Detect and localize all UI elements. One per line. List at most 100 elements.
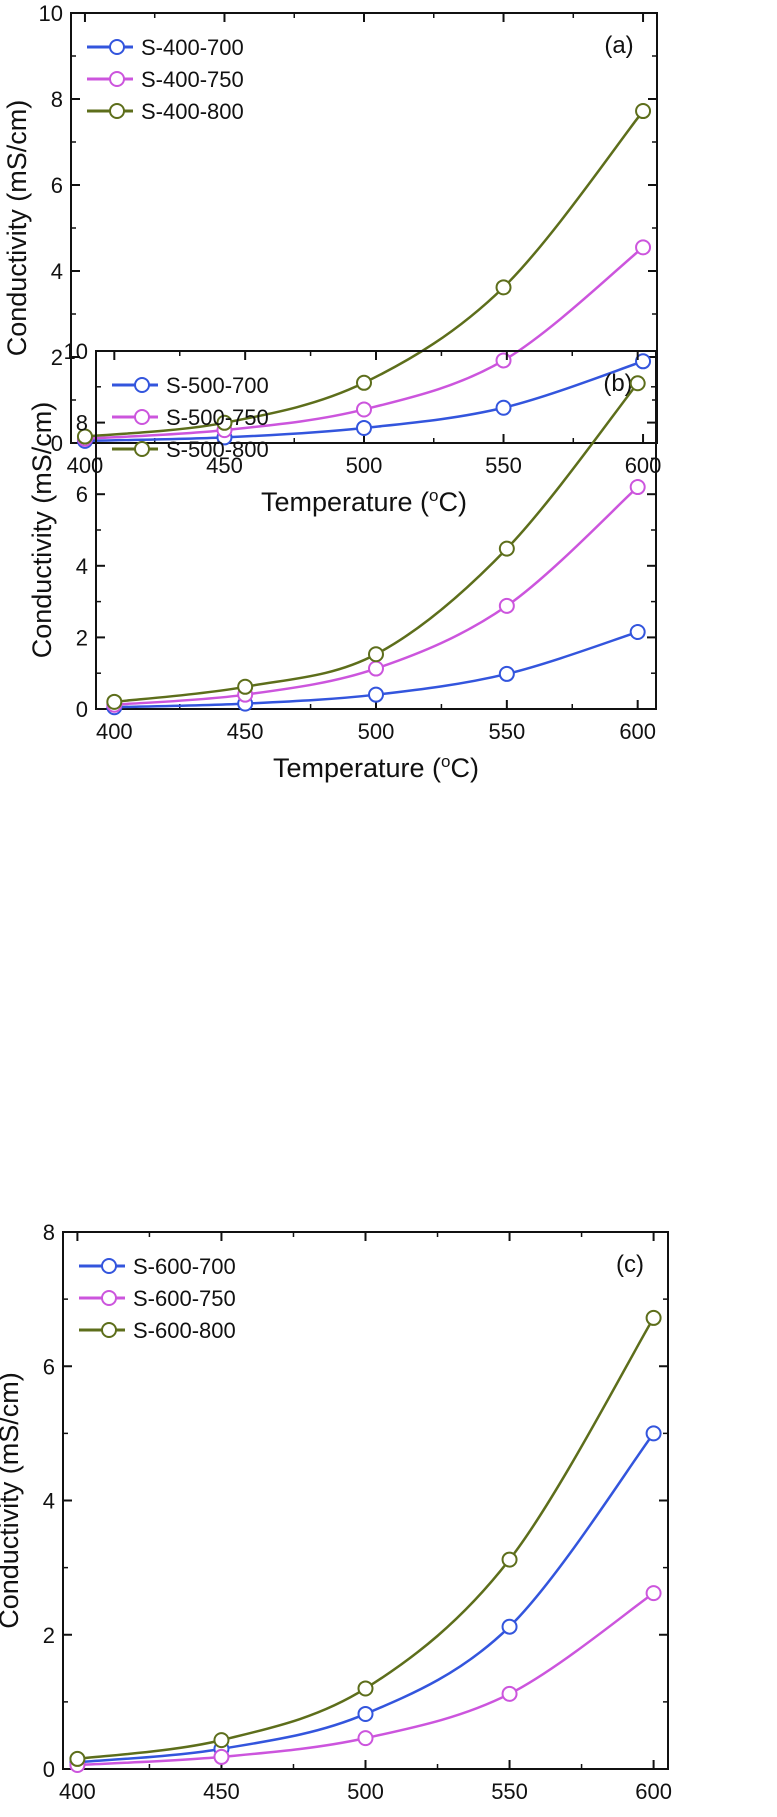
data-point-S-600-750-550 [501, 1685, 518, 1702]
x-tick-label: 500 [358, 719, 395, 744]
y-tick-label: 4 [76, 554, 88, 579]
data-point-S-400-800-550 [495, 279, 512, 296]
x-tick-label: 500 [347, 1779, 384, 1804]
data-point-S-400-750-550 [495, 352, 512, 369]
legend-label: S-600-750 [133, 1286, 236, 1311]
data-point-S-400-700-600 [635, 353, 652, 370]
series-line-S-400-800 [84, 110, 645, 438]
legend-marker [101, 1258, 117, 1274]
y-tick-label: 0 [51, 431, 63, 456]
x-tick-label: 550 [491, 1779, 528, 1804]
x-tick-label: 550 [488, 719, 525, 744]
data-point-S-500-800-550 [498, 540, 515, 557]
legend-label: S-500-800 [166, 437, 269, 462]
y-tick-label: 10 [39, 1, 63, 26]
y-tick-label: 6 [76, 482, 88, 507]
x-tick-label: 450 [203, 1779, 240, 1804]
x-tick-label: 550 [485, 453, 522, 478]
series-line-S-600-800 [77, 1317, 655, 1761]
x-tick-label: 400 [59, 1779, 96, 1804]
legend-marker [109, 103, 125, 119]
data-point-S-500-700-600 [629, 624, 646, 641]
data-point-S-400-800-600 [635, 103, 652, 120]
legend-marker [101, 1290, 117, 1306]
panel-label: (c) [616, 1251, 644, 1278]
y-tick-label: 0 [43, 1757, 55, 1782]
x-axis-title: Temperature (oC) [262, 1812, 468, 1817]
y-axis-title: Conductivity (mS/cm) [0, 1372, 24, 1629]
data-point-S-500-700-550 [498, 665, 515, 682]
legend-marker [134, 377, 150, 393]
data-point-S-400-800-450 [216, 414, 233, 431]
x-tick-label: 600 [635, 1779, 672, 1804]
y-tick-label: 8 [51, 87, 63, 112]
data-point-S-400-700-550 [495, 399, 512, 416]
data-point-S-500-750-550 [498, 597, 515, 614]
data-point-S-400-750-600 [635, 239, 652, 256]
legend-marker [101, 1322, 117, 1338]
panel-label: (b) [603, 370, 632, 397]
y-tick-label: 8 [43, 1220, 55, 1245]
y-tick-label: 0 [76, 697, 88, 722]
x-axis-title: Temperature (oC) [273, 752, 479, 783]
y-tick-label: 6 [51, 173, 63, 198]
data-point-S-600-700-550 [501, 1618, 518, 1635]
legend-label: S-400-800 [141, 99, 244, 124]
x-tick-label: 400 [67, 453, 104, 478]
data-point-S-500-750-500 [368, 660, 384, 677]
data-point-S-600-800-500 [357, 1680, 374, 1697]
legend-label: S-400-750 [141, 67, 244, 92]
y-tick-label: 4 [43, 1489, 55, 1514]
panel-label: (a) [604, 32, 633, 59]
legend-marker [134, 441, 150, 457]
legend-marker [134, 409, 150, 425]
data-point-S-500-800-600 [629, 375, 646, 392]
data-point-S-500-800-500 [368, 646, 384, 663]
data-point-S-500-800-400 [106, 693, 123, 710]
data-point-S-500-750-600 [629, 479, 646, 496]
panel-c: 400 450 500 550 600 0 2 4 6 8 Temperature (oC) Cond… [0, 1220, 672, 1817]
data-point-S-600-700-600 [645, 1425, 662, 1442]
y-axis-title: Conductivity (mS/cm) [2, 100, 32, 357]
data-point-S-600-750-450 [213, 1748, 230, 1765]
data-point-S-400-800-400 [76, 428, 93, 445]
y-tick-label: 10 [64, 339, 88, 364]
data-point-S-600-750-500 [357, 1730, 374, 1747]
legend-label: S-500-750 [166, 405, 269, 430]
data-point-S-400-750-500 [356, 401, 372, 418]
data-point-S-600-800-450 [213, 1732, 230, 1749]
y-axis-title: Conductivity (mS/cm) [27, 402, 57, 659]
legend-marker [109, 39, 125, 55]
x-tick-label: 400 [96, 719, 133, 744]
x-tick-label: 500 [346, 453, 383, 478]
panel-b: 400 450 500 550 600 0 2 4 6 8 10 Temperature (oC) Co… [27, 339, 657, 783]
x-axis-title: Temperature (oC) [261, 486, 467, 517]
x-tick-label: 600 [619, 719, 656, 744]
legend-label: S-600-700 [133, 1254, 236, 1279]
data-point-S-400-700-500 [356, 419, 372, 436]
data-point-S-400-800-500 [356, 374, 372, 391]
data-point-S-600-800-550 [501, 1551, 518, 1568]
y-tick-label: 2 [43, 1623, 55, 1648]
data-point-S-600-800-400 [69, 1750, 86, 1767]
series-line-S-500-800 [114, 382, 639, 704]
y-tick-label: 8 [76, 411, 88, 436]
x-tick-label: 450 [227, 719, 264, 744]
data-point-S-500-800-450 [237, 678, 254, 695]
legend-label: S-600-800 [133, 1318, 236, 1343]
legend-label: S-400-700 [141, 35, 244, 60]
data-point-S-600-700-500 [357, 1705, 374, 1722]
legend-marker [109, 71, 125, 87]
series-line-S-600-700 [77, 1432, 655, 1764]
y-tick-label: 6 [43, 1354, 55, 1379]
y-tick-label: 4 [51, 259, 63, 284]
data-point-S-600-800-600 [645, 1309, 662, 1326]
data-point-S-500-700-500 [368, 686, 384, 703]
y-tick-label: 2 [51, 345, 63, 370]
y-tick-label: 2 [76, 625, 88, 650]
x-tick-label: 450 [206, 453, 243, 478]
data-point-S-600-750-600 [645, 1585, 662, 1602]
legend-label: S-500-700 [166, 373, 269, 398]
